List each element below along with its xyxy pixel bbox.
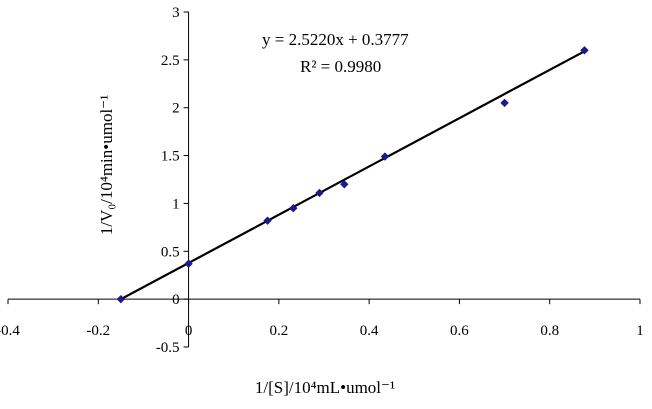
data-point [500,98,509,108]
y-ticks: -0.5 0 0.5 1 1.5 2 2.5 3 [156,5,189,356]
x-tick-label: -0.4 [0,323,20,339]
data-point [263,216,272,225]
data-point [184,259,193,268]
trendline [120,50,585,301]
y-tick-label: 3 [172,5,180,21]
data-point [116,294,126,304]
x-tick-label: 0.2 [269,323,288,339]
y-tick-label: 1.5 [161,149,180,165]
y-axis-title: 1/V₀/10⁴min•umol⁻¹ [97,95,116,236]
r-squared-label: R² = 0.9980 [300,57,381,76]
x-tick-label: 0 [185,323,193,339]
y-tick-label: 0.5 [161,244,180,260]
y-tick-label: 0 [172,292,180,308]
data-point [289,204,298,213]
data-point [380,152,390,161]
data-point [315,188,324,198]
y-tick-label: 1 [172,196,180,212]
x-tick-label: 0.8 [540,323,559,339]
x-axis-title: 1/[S]/10⁴mL•umol⁻¹ [255,378,395,397]
y-tick-label: -0.5 [156,340,180,356]
data-points [116,46,589,304]
y-tick-label: 2.5 [161,53,180,69]
trendline-equation: y = 2.5220x + 0.3777 [262,30,409,49]
axes [8,12,640,347]
x-tick-label: 0.4 [360,323,379,339]
x-tick-label: 0.6 [450,323,469,339]
data-point [340,180,349,189]
x-ticks: -0.4 -0.2 0 0.2 0.4 0.6 0.8 1 [0,299,644,339]
trendline-group [120,50,585,301]
data-point [580,46,589,55]
x-tick-label: 1 [636,323,644,339]
x-tick-label: -0.2 [86,323,110,339]
y-tick-label: 2 [172,101,180,117]
